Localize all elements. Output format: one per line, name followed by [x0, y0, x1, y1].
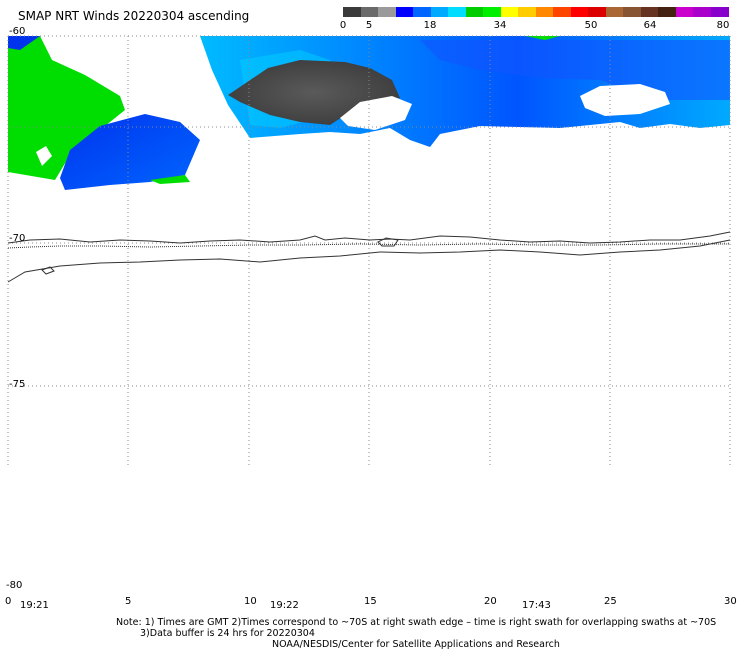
colorbar-segment [553, 7, 571, 17]
time-label: 19:21 [20, 600, 49, 611]
colorbar-segment [640, 7, 659, 17]
colorbar-segment [343, 7, 361, 17]
wind-region-blue-lower [60, 114, 200, 190]
lon-label: 30 [724, 596, 737, 607]
graticule [7, 35, 731, 466]
time-label: 19:22 [270, 600, 299, 611]
colorbar-segment [588, 7, 606, 17]
colorbar-label: 5 [365, 20, 373, 31]
land-gap [8, 36, 40, 50]
colorbar-label: 34 [493, 20, 507, 31]
colorbar-label: 64 [643, 20, 657, 31]
wind-region-gray [228, 60, 400, 125]
colorbar-label: 80 [716, 20, 730, 31]
colorbar-segment [483, 7, 501, 17]
colorbar-segment [430, 7, 449, 17]
coastline [7, 231, 731, 283]
colorbar-segment [710, 7, 729, 17]
colorbar-segment [518, 7, 536, 17]
footer-credit: NOAA/NESDIS/Center for Satellite Applica… [272, 639, 560, 650]
wind-region-green-edge [150, 175, 190, 184]
lat-label: -60 [9, 26, 26, 37]
colorbar-segment [535, 7, 554, 17]
lon-label: 10 [244, 596, 257, 607]
land-gap [340, 96, 412, 130]
map-title: SMAP NRT Winds 20220304 ascending [18, 9, 250, 23]
colorbar-segment [360, 7, 379, 17]
colorbar-label: 18 [423, 20, 437, 31]
colorbar-segment [465, 7, 484, 17]
colorbar-segment [658, 7, 676, 17]
wind-region-blue-dark [420, 40, 730, 100]
colorbar-segment [413, 7, 431, 17]
lon-label: 15 [364, 596, 377, 607]
lat-label: -75 [9, 379, 26, 390]
colorbar-segment [693, 7, 711, 17]
lon-label: 20 [484, 596, 497, 607]
land-gap [36, 146, 52, 166]
time-label: 17:43 [522, 600, 551, 611]
colorbar-label: 50 [584, 20, 598, 31]
lon-label: 0 [5, 596, 12, 607]
lon-label: 5 [125, 596, 132, 607]
colorbar-segment [448, 7, 466, 17]
footer-note: Note: 1) Times are GMT 2)Times correspon… [116, 617, 717, 628]
colorbar-segment [623, 7, 641, 17]
colorbar-segment [395, 7, 414, 17]
lat-label: -80 [6, 580, 23, 591]
land-gap [580, 84, 670, 116]
land-gap [525, 36, 560, 40]
colorbar-segment [675, 7, 694, 17]
colorbar-segment [378, 7, 396, 17]
lon-label: 25 [604, 596, 617, 607]
colorbar-segment [605, 7, 624, 17]
wind-region-green [8, 36, 125, 180]
colorbar-segment [570, 7, 589, 17]
colorbar-label: 0 [339, 20, 347, 31]
colorbar-segment [500, 7, 519, 17]
lat-label: -70 [9, 233, 26, 244]
footer-note: 3)Data buffer is 24 hrs for 20220304 [140, 628, 315, 639]
